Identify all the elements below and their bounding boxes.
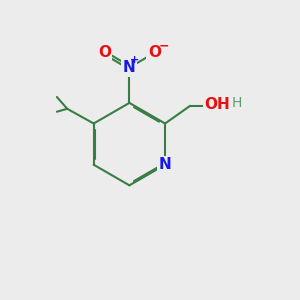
- Text: O: O: [148, 45, 161, 60]
- Text: N: N: [159, 157, 172, 172]
- Text: OH: OH: [205, 97, 230, 112]
- Text: O: O: [98, 45, 111, 60]
- Text: N: N: [123, 60, 136, 75]
- Text: +: +: [130, 55, 139, 65]
- Text: −: −: [159, 40, 169, 53]
- Text: H: H: [232, 96, 242, 110]
